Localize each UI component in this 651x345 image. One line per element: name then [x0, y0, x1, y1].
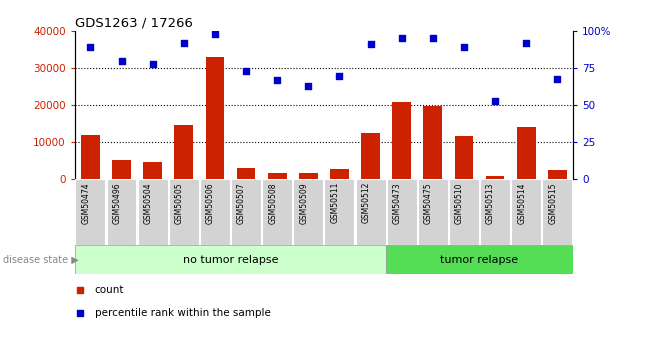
Bar [169, 179, 199, 245]
Text: count: count [95, 285, 124, 295]
Point [490, 98, 500, 104]
Bar [387, 179, 417, 245]
Text: GDS1263 / 17266: GDS1263 / 17266 [75, 17, 193, 30]
Point [272, 77, 283, 83]
Bar [174, 125, 193, 179]
Text: GSM50514: GSM50514 [517, 182, 526, 224]
Bar [548, 170, 566, 179]
Text: GSM50507: GSM50507 [237, 182, 246, 224]
Bar [542, 179, 572, 245]
Bar [231, 179, 261, 245]
Bar [81, 135, 100, 179]
Point [396, 36, 407, 41]
Bar [206, 57, 224, 179]
Text: GSM50473: GSM50473 [393, 182, 402, 224]
Text: GSM50475: GSM50475 [424, 182, 433, 224]
Bar [454, 136, 473, 179]
Bar [486, 176, 505, 179]
Point [521, 40, 531, 46]
Bar [76, 179, 105, 245]
Text: GSM50515: GSM50515 [548, 182, 557, 224]
Bar [511, 179, 541, 245]
Point [178, 40, 189, 46]
Bar [355, 179, 385, 245]
Text: percentile rank within the sample: percentile rank within the sample [95, 308, 271, 318]
Bar [294, 179, 324, 245]
Bar [393, 101, 411, 179]
Text: no tumor relapse: no tumor relapse [183, 255, 278, 265]
Text: tumor relapse: tumor relapse [441, 255, 519, 265]
Bar [138, 179, 167, 245]
Point [428, 36, 438, 41]
Text: GSM50505: GSM50505 [175, 182, 184, 224]
Point [459, 45, 469, 50]
Bar [324, 179, 354, 245]
Bar [75, 245, 386, 274]
Text: GSM50474: GSM50474 [81, 182, 90, 224]
Bar [107, 179, 137, 245]
Point [117, 58, 127, 63]
Point [303, 83, 314, 89]
Point [365, 42, 376, 47]
Point [364, 4, 374, 9]
Text: GSM50513: GSM50513 [486, 182, 495, 224]
Point [552, 76, 562, 81]
Bar [330, 169, 349, 179]
Text: GSM50509: GSM50509 [299, 182, 309, 224]
Point [334, 73, 344, 78]
Text: GSM50504: GSM50504 [144, 182, 153, 224]
Point [85, 45, 96, 50]
Bar [143, 162, 162, 179]
Bar [112, 160, 131, 179]
Point [241, 68, 251, 74]
Point [364, 208, 374, 213]
Bar [361, 133, 380, 179]
Bar [237, 168, 255, 179]
Bar [418, 179, 448, 245]
Bar [299, 174, 318, 179]
Bar [517, 127, 536, 179]
Text: GSM50496: GSM50496 [113, 182, 122, 224]
Text: GSM50510: GSM50510 [455, 182, 464, 224]
Point [210, 31, 220, 37]
Bar [423, 106, 442, 179]
Bar [480, 179, 510, 245]
Bar [386, 245, 573, 274]
Bar [262, 179, 292, 245]
Bar [200, 179, 230, 245]
Text: disease state ▶: disease state ▶ [3, 255, 79, 265]
Text: GSM50511: GSM50511 [331, 182, 339, 224]
Text: GSM50506: GSM50506 [206, 182, 215, 224]
Bar [449, 179, 479, 245]
Text: GSM50508: GSM50508 [268, 182, 277, 224]
Bar [268, 173, 286, 179]
Point [148, 61, 158, 67]
Text: GSM50512: GSM50512 [361, 182, 370, 224]
